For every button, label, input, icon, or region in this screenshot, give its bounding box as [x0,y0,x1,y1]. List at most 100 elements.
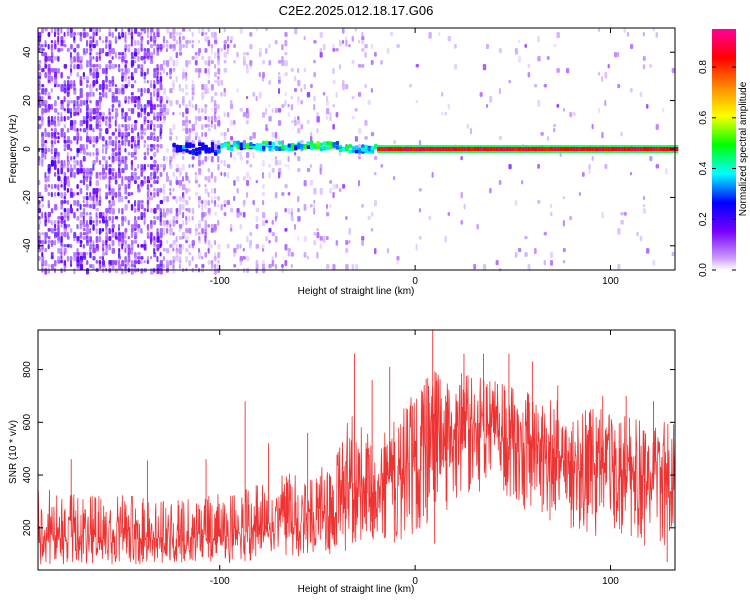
noise-cell [159,116,162,121]
noise-cell [604,72,608,79]
colorbar-tick-label: 0.8 [698,60,709,74]
noise-cell [89,136,92,141]
noise-cell [246,256,250,262]
noise-cell [57,112,60,116]
noise-cell [201,208,204,213]
spectrogram-y-tick-label: 0 [22,146,33,152]
noise-cell [566,68,570,74]
noise-cell [41,68,45,73]
noise-cell [76,168,80,175]
noise-cell [159,220,163,226]
noise-cell [105,148,108,155]
signal-cell [255,146,260,151]
noise-cell [646,248,650,254]
noise-cell [130,192,134,196]
noise-cell [153,220,156,225]
noise-cell [127,264,131,269]
noise-cell [175,152,179,156]
noise-cell [92,64,96,68]
noise-cell [172,188,175,192]
signal-core [530,147,535,151]
signal-cell [358,149,362,154]
noise-cell [38,92,41,96]
noise-cell [313,188,317,195]
noise-cell [431,172,434,178]
noise-cell [57,220,60,225]
noise-cell [150,44,153,49]
noise-cell [210,244,213,249]
noise-cell [82,28,86,32]
noise-cell [527,64,531,69]
noise-cell [175,76,178,83]
noise-cell [210,96,214,103]
noise-cell [111,192,115,197]
noise-cell [124,128,128,132]
noise-cell [111,200,116,207]
noise-cell [175,168,179,173]
noise-cell [169,232,172,236]
noise-cell [92,160,96,166]
noise-cell [313,60,316,64]
noise-cell [102,68,105,74]
noise-cell [60,168,63,175]
colorbar-tick-label: 0.4 [698,161,709,175]
signal-core [617,147,621,151]
noise-cell [137,208,140,213]
noise-cell [137,144,141,149]
noise-cell [156,188,160,193]
noise-cell [143,132,147,136]
noise-cell [572,112,576,116]
noise-cell [70,28,73,33]
noise-cell [50,52,54,58]
noise-cell [262,60,266,65]
signal-cell [226,146,231,151]
noise-cell [50,160,54,167]
noise-cell [319,244,322,249]
signal-cell [182,145,186,150]
noise-cell [50,140,54,145]
noise-cell [98,128,103,132]
noise-cell [236,188,239,194]
noise-cell [178,52,183,56]
noise-cell [118,184,121,190]
noise-cell [127,152,131,156]
noise-cell [214,92,218,96]
noise-cell [111,232,115,238]
noise-cell [130,124,134,130]
noise-cell [220,204,223,211]
noise-cell [159,84,163,91]
noise-cell [89,176,92,181]
noise-cell [63,140,67,144]
noise-cell [188,252,192,256]
noise-cell [111,156,115,163]
noise-cell [44,148,48,154]
noise-cell [105,248,108,253]
noise-cell [271,220,274,225]
noise-cell [102,144,105,148]
noise-cell [447,36,451,42]
noise-cell [255,224,259,229]
noise-cell [623,28,626,34]
signal-cell [338,148,343,153]
noise-cell [521,180,524,185]
noise-cell [223,44,226,50]
noise-cell [118,240,121,247]
noise-cell [57,184,60,191]
noise-cell [655,124,659,130]
noise-cell [79,108,82,113]
noise-cell [118,188,121,193]
noise-cell [130,224,135,229]
spectrogram-x-tick-label: 0 [412,276,418,287]
noise-cell [204,124,208,128]
noise-cell [166,196,170,203]
noise-cell [194,56,199,60]
noise-cell [92,72,96,79]
noise-cell [182,36,186,40]
noise-cell [146,200,150,205]
noise-cell [207,40,211,47]
noise-cell [108,184,111,191]
noise-cell [271,132,275,138]
noise-cell [54,136,57,140]
noise-cell [217,204,220,208]
noise-cell [63,252,66,256]
